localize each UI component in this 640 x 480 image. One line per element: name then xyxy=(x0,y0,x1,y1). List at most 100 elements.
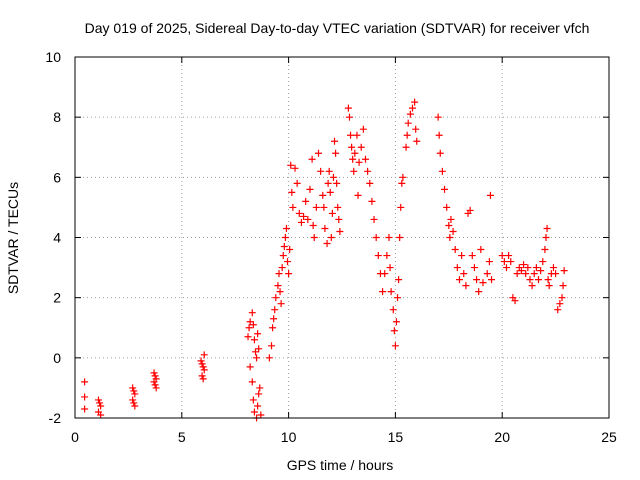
data-point xyxy=(250,336,258,344)
data-point xyxy=(310,234,318,241)
data-point xyxy=(96,399,104,407)
data-point xyxy=(277,300,285,308)
data-point xyxy=(505,252,513,260)
data-point xyxy=(435,131,443,139)
data-point xyxy=(500,258,508,266)
data-point xyxy=(254,330,262,338)
data-point xyxy=(381,270,389,278)
data-point xyxy=(370,215,378,223)
data-point xyxy=(542,234,550,241)
data-point xyxy=(447,215,455,223)
data-point xyxy=(458,252,466,260)
data-point xyxy=(524,264,532,272)
data-point xyxy=(344,104,352,112)
data-point xyxy=(94,396,102,404)
data-point xyxy=(327,234,335,241)
data-points xyxy=(81,98,568,422)
data-point xyxy=(364,167,372,175)
grid xyxy=(75,57,609,418)
data-point xyxy=(97,402,105,410)
data-point xyxy=(549,264,557,272)
data-point xyxy=(394,294,402,302)
data-point xyxy=(479,279,487,287)
data-point xyxy=(532,264,540,272)
data-point xyxy=(151,372,159,380)
data-point xyxy=(282,224,290,232)
data-point xyxy=(280,243,288,251)
data-point xyxy=(329,173,337,181)
data-point xyxy=(507,258,515,266)
data-point xyxy=(386,264,394,272)
chart-title: Day 019 of 2025, Sidereal Day-to-day VTE… xyxy=(85,20,590,36)
data-point xyxy=(255,390,263,398)
data-point xyxy=(389,306,397,314)
data-point xyxy=(315,149,323,157)
data-point xyxy=(451,246,459,254)
data-point xyxy=(320,203,328,211)
data-point xyxy=(245,324,253,332)
data-point xyxy=(199,363,207,371)
data-point xyxy=(543,224,551,232)
data-point xyxy=(297,218,305,226)
data-point xyxy=(556,300,564,308)
data-point xyxy=(270,315,278,323)
data-point xyxy=(248,309,256,317)
data-point xyxy=(81,405,89,413)
data-point xyxy=(397,203,405,211)
data-point xyxy=(281,234,289,241)
data-point xyxy=(541,246,549,254)
data-point xyxy=(275,270,283,278)
data-point xyxy=(403,131,411,139)
x-tick-label: 5 xyxy=(178,429,186,445)
data-point xyxy=(293,179,301,187)
data-point xyxy=(253,354,261,362)
data-point xyxy=(455,276,463,284)
data-point xyxy=(130,387,138,395)
data-point xyxy=(372,234,380,241)
data-point xyxy=(130,399,138,407)
data-point xyxy=(544,276,552,284)
data-point xyxy=(545,282,553,290)
data-point xyxy=(511,297,519,305)
data-point xyxy=(198,360,206,368)
data-point xyxy=(200,366,208,374)
data-point xyxy=(404,119,412,127)
y-tick-label: 10 xyxy=(45,49,61,65)
data-point xyxy=(332,149,340,157)
data-point xyxy=(486,191,494,199)
data-point xyxy=(251,348,259,356)
data-point xyxy=(368,197,376,205)
data-point xyxy=(361,155,369,163)
data-point xyxy=(331,137,339,145)
data-point xyxy=(131,390,139,398)
data-point xyxy=(535,276,543,284)
x-tick-label: 20 xyxy=(494,429,510,445)
data-point xyxy=(350,167,358,175)
data-point xyxy=(333,179,341,187)
data-point xyxy=(295,209,303,217)
data-point xyxy=(412,125,420,133)
data-point xyxy=(354,191,362,199)
data-point xyxy=(470,264,478,272)
data-point xyxy=(271,306,279,314)
data-point xyxy=(312,203,320,211)
data-point xyxy=(554,306,562,314)
data-point xyxy=(198,372,206,380)
data-point xyxy=(351,149,359,157)
data-point xyxy=(398,179,406,187)
data-point xyxy=(250,408,258,416)
data-point xyxy=(324,179,332,187)
data-point xyxy=(559,282,567,290)
y-tick-label: 6 xyxy=(53,169,61,185)
data-point xyxy=(131,402,139,410)
data-point xyxy=(462,282,470,290)
data-point xyxy=(246,318,254,326)
data-point xyxy=(475,288,483,296)
data-point xyxy=(309,221,317,229)
data-point xyxy=(97,411,105,419)
data-point xyxy=(441,185,449,193)
data-point xyxy=(446,234,454,241)
data-point xyxy=(392,318,400,326)
data-point xyxy=(199,375,207,383)
